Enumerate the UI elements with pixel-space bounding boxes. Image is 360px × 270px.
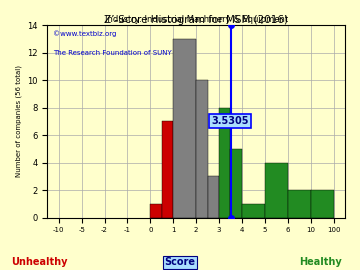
Bar [230,149,242,218]
Bar [219,108,230,218]
Bar [196,80,208,218]
Y-axis label: Number of companies (56 total): Number of companies (56 total) [15,65,22,177]
Bar [311,190,334,218]
Text: 3.5305: 3.5305 [211,116,249,126]
Bar [150,204,162,218]
Text: ©www.textbiz.org: ©www.textbiz.org [53,31,117,38]
Text: Industry: Industrial Machinery & Equipment: Industry: Industrial Machinery & Equipme… [104,15,288,24]
Bar [162,121,173,218]
Bar [288,190,311,218]
Bar [265,163,288,218]
Title: Z’-Score Histogram for MSM (2016): Z’-Score Histogram for MSM (2016) [104,15,288,25]
Text: Unhealthy: Unhealthy [12,257,68,267]
Text: The Research Foundation of SUNY: The Research Foundation of SUNY [53,50,172,56]
Bar [242,204,265,218]
Text: Score: Score [165,257,195,267]
Bar [173,39,196,218]
Text: Healthy: Healthy [299,257,342,267]
Bar [208,176,219,218]
